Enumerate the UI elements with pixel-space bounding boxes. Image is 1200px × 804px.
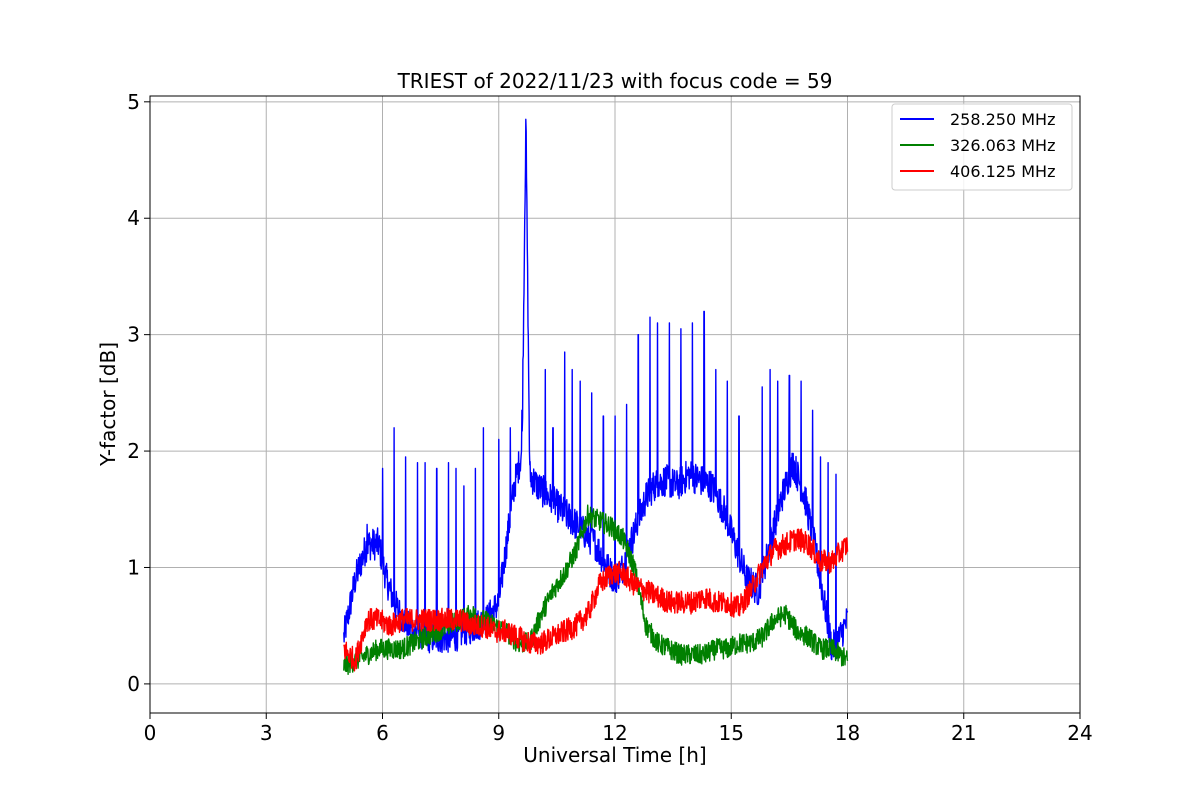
y-axis: 0 1 2 3 4 5 xyxy=(127,90,150,696)
y-tick-label: 2 xyxy=(127,439,140,463)
legend-label: 258.250 MHz xyxy=(950,110,1055,129)
y-tick-label: 1 xyxy=(127,555,140,579)
y-tick-label: 5 xyxy=(127,90,140,114)
x-tick-label: 15 xyxy=(719,721,744,745)
x-tick-label: 6 xyxy=(376,721,389,745)
x-tick-label: 18 xyxy=(835,721,860,745)
x-tick-label: 0 xyxy=(144,721,157,745)
x-tick-label: 3 xyxy=(260,721,273,745)
legend-label: 406.125 MHz xyxy=(950,162,1055,181)
y-tick-label: 0 xyxy=(127,672,140,696)
chart-title: TRIEST of 2022/11/23 with focus code = 5… xyxy=(397,69,833,93)
x-tick-label: 24 xyxy=(1067,721,1092,745)
x-tick-label: 21 xyxy=(951,721,976,745)
x-axis-title: Universal Time [h] xyxy=(523,743,706,767)
x-axis: 0 3 6 9 12 15 18 21 24 xyxy=(144,713,1093,745)
grid xyxy=(149,96,1081,713)
y-tick-label: 4 xyxy=(127,206,140,230)
legend: 258.250 MHz 326.063 MHz 406.125 MHz xyxy=(891,103,1073,191)
series-line-2 xyxy=(343,504,849,675)
x-tick-label: 9 xyxy=(492,721,505,745)
series-line-3 xyxy=(343,528,849,672)
series-layer xyxy=(343,118,849,675)
legend-box xyxy=(891,103,1073,191)
legend-label: 326.063 MHz xyxy=(950,136,1055,155)
y-axis-title: Y-factor [dB] xyxy=(96,342,120,467)
series-line-1 xyxy=(343,118,849,661)
y-tick-label: 3 xyxy=(127,323,140,347)
x-tick-label: 12 xyxy=(602,721,627,745)
